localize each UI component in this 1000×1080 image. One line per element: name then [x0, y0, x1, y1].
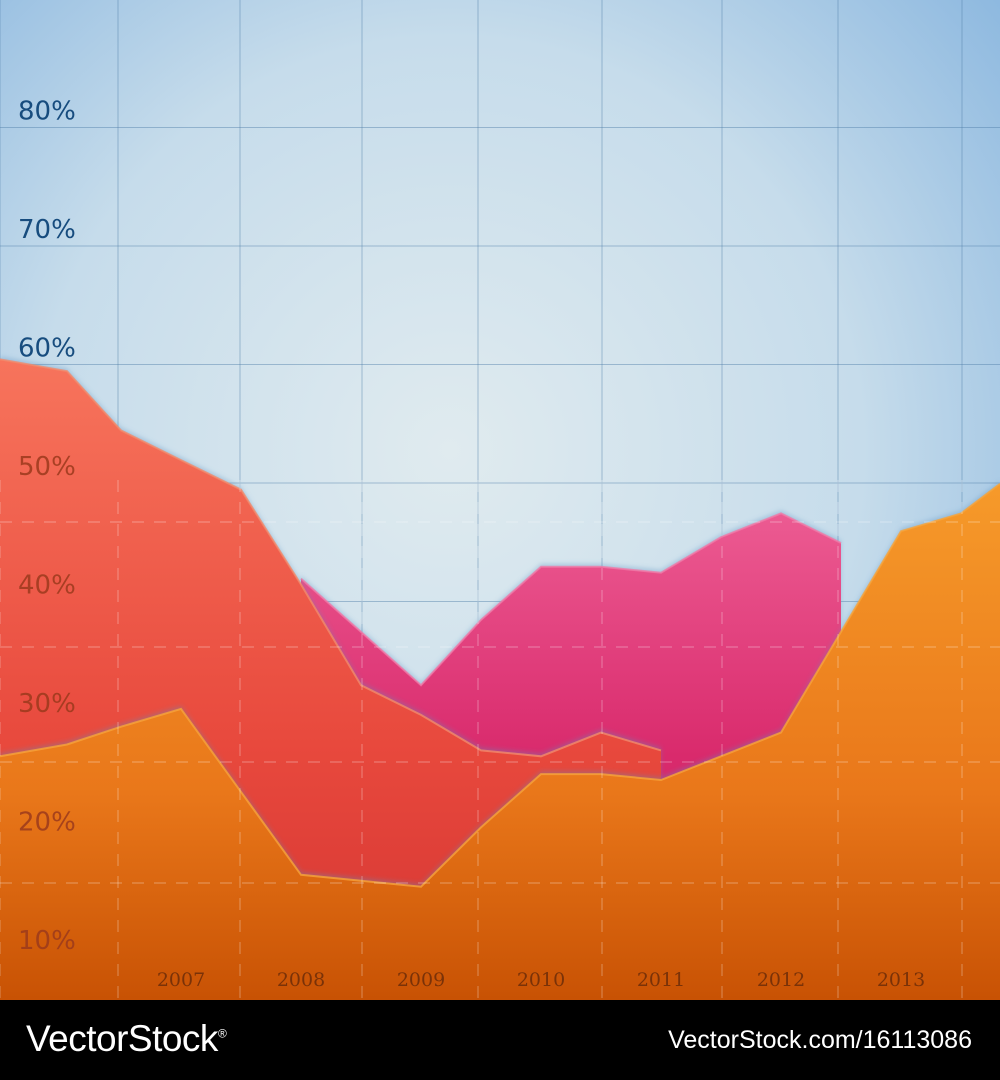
x-tick-label: 2012 — [757, 969, 805, 991]
series-area-orange — [0, 483, 1000, 1000]
y-tick-label: 30% — [18, 689, 76, 719]
y-tick-label: 20% — [18, 808, 76, 838]
x-tick-label: 2008 — [277, 969, 325, 991]
x-tick-label: 2007 — [157, 969, 205, 991]
series-area-orange-edge — [0, 483, 1000, 888]
y-tick-label: 60% — [18, 334, 76, 364]
series-area-pink-edge — [300, 512, 842, 687]
watermark-id: VectorStock.com/16113086 — [668, 1026, 972, 1054]
y-tick-label: 70% — [18, 215, 76, 245]
x-tick-label: 2010 — [517, 969, 565, 991]
chart-svg: 10% 20% 30% 40% 50% 60% 70% 80% 2007 2008 2009 201… — [0, 0, 1000, 1000]
series-areas — [0, 356, 1000, 1000]
y-axis-ticks: 10% 20% 30% 40% 50% 60% 70% 80% — [18, 97, 76, 957]
x-tick-label: 2009 — [397, 969, 445, 991]
area-chart: 10% 20% 30% 40% 50% 60% 70% 80% 2007 2008 2009 201… — [0, 0, 1000, 1000]
y-tick-label: 50% — [18, 452, 76, 482]
x-tick-label: 2011 — [637, 969, 685, 991]
x-tick-label: 2013 — [877, 969, 925, 991]
y-tick-label: 10% — [18, 926, 76, 956]
x-axis-ticks: 2007 2008 2009 2010 2011 2012 2013 — [157, 969, 925, 991]
series-area-red-edge — [0, 358, 662, 758]
watermark-bar: VectorStock® VectorStock.com/16113086 — [0, 1000, 1000, 1080]
y-tick-label: 40% — [18, 571, 76, 601]
y-tick-label: 80% — [18, 97, 76, 127]
watermark-brand: VectorStock® — [26, 1018, 227, 1059]
